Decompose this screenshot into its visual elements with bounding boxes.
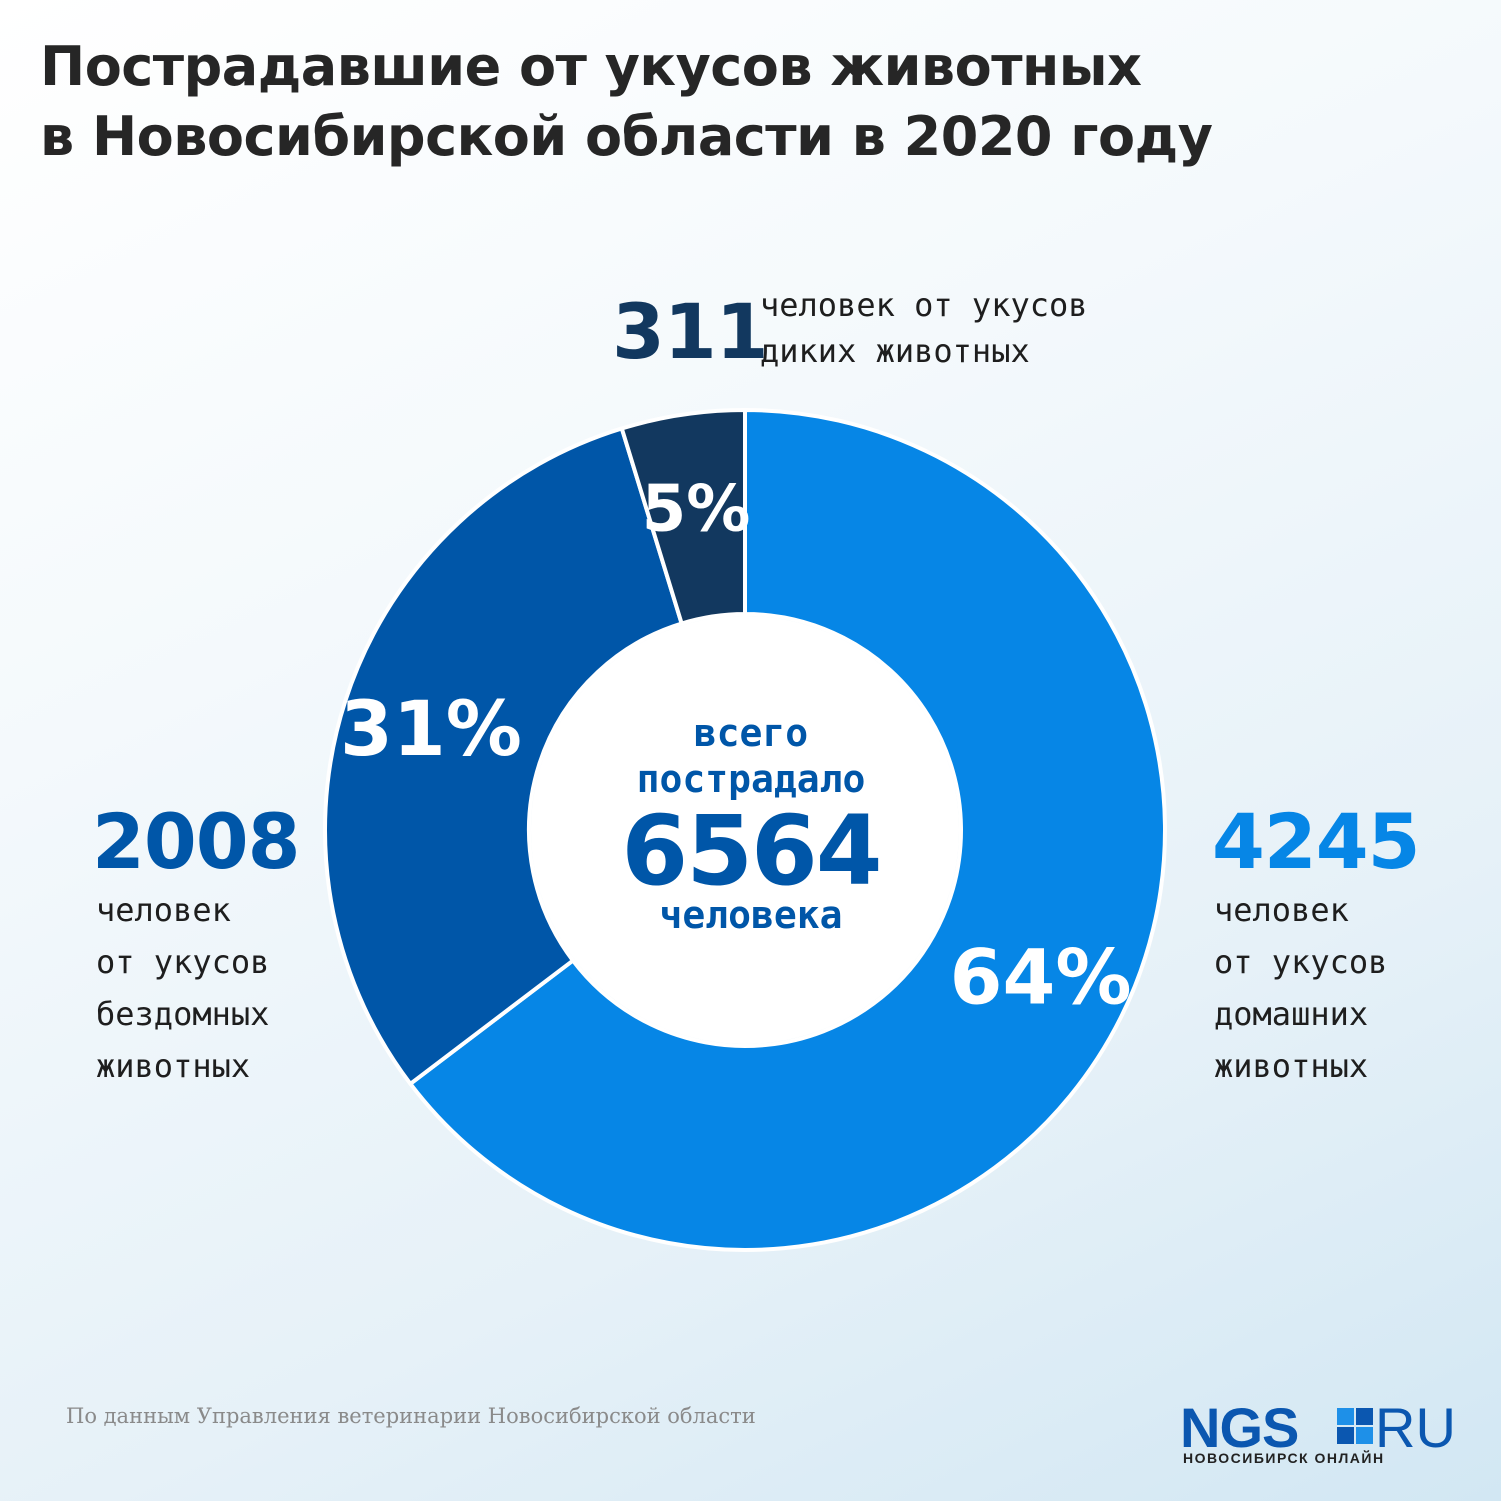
wild-description-line1: человек от укусов bbox=[760, 286, 1088, 324]
source-note: По данным Управления ветеринарии Новосиб… bbox=[66, 1404, 756, 1428]
donut-percent-label-wild: 5% bbox=[642, 473, 751, 547]
stray-description-line1: человек bbox=[96, 891, 231, 929]
donut-slice-wild bbox=[619, 408, 747, 626]
pets-count: 4245 bbox=[1212, 797, 1421, 886]
chart-title: Пострадавшие от укусов животных в Новоси… bbox=[40, 32, 1213, 172]
wild-description-line2: диких животных bbox=[760, 332, 1030, 370]
donut-percent-label-stray: 31% bbox=[340, 684, 522, 773]
stray-description-line2: от укусов bbox=[96, 943, 270, 981]
pets-description-line3: домашних bbox=[1214, 995, 1369, 1033]
logo-main-text: NGS bbox=[1180, 1396, 1299, 1459]
logo-square-icon bbox=[1337, 1408, 1373, 1444]
pets-description-line2: от укусов bbox=[1214, 943, 1388, 981]
wild-count: 311 bbox=[612, 287, 769, 376]
center-total-value: 6564 bbox=[621, 795, 882, 907]
donut-slice-pets bbox=[408, 408, 1167, 1252]
stray-count: 2008 bbox=[92, 797, 301, 886]
stray-description-line3: бездомных bbox=[96, 995, 270, 1033]
wild-description: человек от укусов диких животных bbox=[760, 282, 1088, 374]
logo-domain-text: RU bbox=[1375, 1396, 1456, 1459]
chart-title-line2: в Новосибирской области в 2020 году bbox=[40, 105, 1213, 168]
center-line1: всего bbox=[693, 711, 809, 755]
logo-subtitle: НОВОСИБИРСК ОНЛАЙН bbox=[1183, 1450, 1385, 1466]
center-line2: пострадало bbox=[636, 757, 866, 801]
pets-description-line4: животных bbox=[1214, 1047, 1369, 1085]
donut-slice-stray bbox=[323, 426, 684, 1086]
center-line3: человека bbox=[659, 893, 843, 937]
stray-description-line4: животных bbox=[96, 1047, 251, 1085]
pets-description-line1: человек bbox=[1214, 891, 1349, 929]
donut-hole bbox=[531, 616, 959, 1044]
pets-description: человек от укусов домашних животных bbox=[1214, 884, 1387, 1092]
donut-percent-label-pets: 64% bbox=[950, 932, 1132, 1021]
chart-title-line1: Пострадавшие от укусов животных bbox=[40, 35, 1142, 98]
stray-description: человек от укусов бездомных животных bbox=[96, 884, 269, 1092]
donut-center-total: всего пострадало 6564 человека bbox=[551, 710, 951, 938]
ngs-logo: NGS RU НОВОСИБИРСК ОНЛАЙН bbox=[1180, 1400, 1470, 1470]
